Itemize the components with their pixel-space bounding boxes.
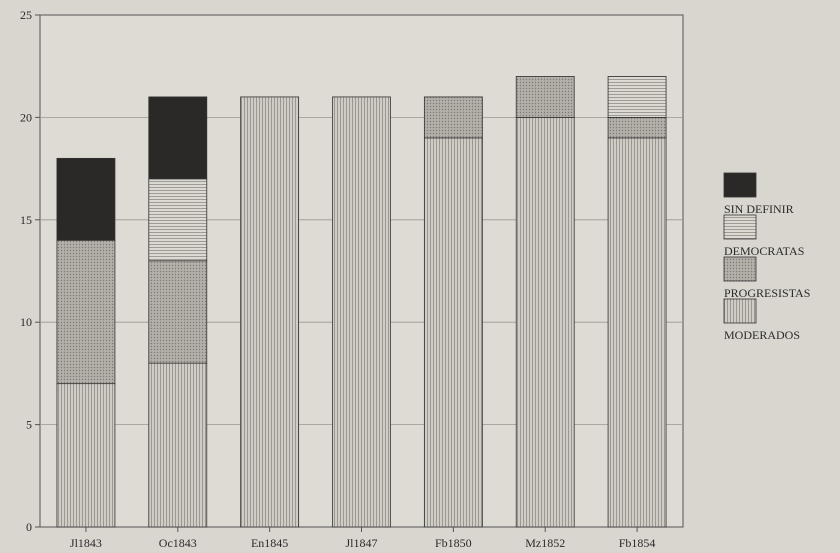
legend-label-progresistas: PROGRESISTAS: [724, 286, 810, 300]
bars: [56, 76, 667, 528]
x-tick-label: Mz1852: [525, 536, 565, 550]
bar-jl1847-moderados: [332, 96, 391, 528]
bar-oc1843-democratas: [148, 178, 208, 262]
legend-swatch-moderados: [723, 298, 757, 324]
x-tick-label: Fb1850: [435, 536, 472, 550]
x-tick-label: Fb1854: [619, 536, 656, 550]
bar-en1845-moderados: [240, 96, 300, 528]
legend-label-moderados: MODERADOS: [724, 328, 800, 342]
x-tick-label: Jl1843: [70, 536, 102, 550]
bar-fb1854-moderados: [607, 137, 667, 528]
x-axis: Jl1843 Oc1843 En1845 Jl1847 Fb1850 Mz1852 Fb18…: [70, 527, 655, 550]
y-tick-label: 25: [20, 8, 32, 22]
bar-fb1854-progresistas: [607, 117, 667, 139]
bar-mz1852-moderados: [515, 117, 575, 528]
x-tick-label: En1845: [251, 536, 288, 550]
y-tick-label: 15: [20, 213, 32, 227]
y-tick-label: 10: [20, 315, 32, 329]
bar-jl1843-sin-definir: [56, 157, 116, 241]
y-axis: 0 5 10 15 20 25: [20, 8, 40, 534]
bar-oc1843-moderados: [148, 362, 208, 528]
bar-fb1850-moderados: [423, 137, 483, 528]
legend-swatch-democratas: [723, 214, 757, 240]
bar-fb1850-progresistas: [423, 96, 483, 139]
bar-oc1843-progresistas: [148, 260, 208, 364]
bar-mz1852-progresistas: [515, 76, 575, 118]
legend-swatch-progresistas: [723, 256, 757, 282]
y-tick-label: 0: [26, 520, 32, 534]
bar-jl1843-moderados: [56, 383, 116, 528]
x-tick-label: Oc1843: [159, 536, 197, 550]
legend-swatch-sin-definir: [723, 172, 757, 198]
y-tick-label: 20: [20, 110, 32, 124]
legend-label-sin-definir: SIN DEFINIR: [724, 202, 794, 216]
bar-jl1843-progresistas: [56, 239, 116, 385]
y-tick-label: 5: [26, 418, 32, 432]
legend: SIN DEFINIR DEMOCRATAS PROGRESISTAS MODERAD…: [723, 172, 810, 342]
legend-label-democratas: DEMOCRATAS: [724, 244, 804, 258]
x-tick-label: Jl1847: [345, 536, 377, 550]
bar-oc1843-sin-definir: [148, 96, 208, 180]
bar-fb1854-democratas: [607, 76, 667, 118]
